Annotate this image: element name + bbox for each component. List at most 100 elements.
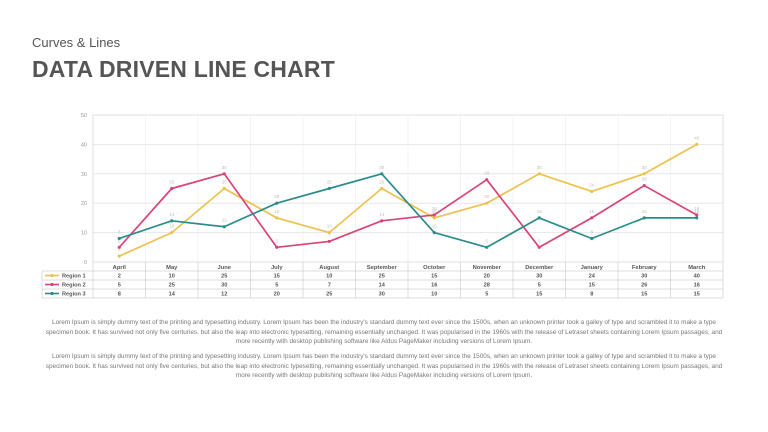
data-point <box>170 231 174 235</box>
table-value: 30 <box>641 274 647 280</box>
data-point <box>590 216 594 220</box>
data-point <box>485 178 489 182</box>
table-value: 12 <box>221 292 227 298</box>
table-value: 16 <box>694 283 700 289</box>
table-value: 28 <box>484 283 490 289</box>
table-value: 10 <box>326 274 332 280</box>
y-tick-label: 40 <box>81 142 87 148</box>
data-label: 15 <box>694 209 700 214</box>
data-point <box>222 172 226 176</box>
table-value: 30 <box>221 283 227 289</box>
data-label: 15 <box>432 209 438 214</box>
data-point <box>327 239 331 244</box>
table-value: 10 <box>169 274 175 280</box>
legend-marker <box>50 273 54 278</box>
table-value: 20 <box>274 292 280 298</box>
data-label: 28 <box>484 171 490 176</box>
x-tick-label: October <box>423 265 446 271</box>
data-point <box>642 183 646 188</box>
slide-subtitle: Curves & Lines <box>32 35 121 50</box>
data-point <box>327 186 331 191</box>
body-paragraph-2: Lorem Ipsum is simply dummy text of the … <box>45 353 723 379</box>
slide-title: DATA DRIVEN LINE CHART <box>32 56 335 82</box>
data-label: 8 <box>590 229 593 234</box>
y-tick-label: 20 <box>81 201 87 207</box>
data-point <box>590 236 594 241</box>
data-point <box>432 231 436 235</box>
table-value: 14 <box>169 292 176 298</box>
data-point <box>432 213 436 217</box>
data-label: 8 <box>118 229 121 234</box>
table-value: 40 <box>694 274 700 280</box>
data-label: 16 <box>694 206 700 211</box>
table-value: 25 <box>379 274 385 280</box>
y-tick-label: 0 <box>84 260 87 266</box>
data-label: 2 <box>118 247 121 252</box>
y-tick-label: 50 <box>81 113 87 119</box>
x-tick-label: February <box>632 265 658 271</box>
table-value: 30 <box>379 292 385 298</box>
x-tick-label: April <box>113 265 127 271</box>
data-label: 10 <box>327 224 333 229</box>
table-value: 25 <box>221 274 227 280</box>
body-paragraph-1: Lorem Ipsum is simply dummy text of the … <box>45 319 723 345</box>
data-point <box>117 254 121 258</box>
data-point <box>117 245 121 249</box>
x-tick-label: June <box>217 265 231 271</box>
data-point <box>117 236 121 241</box>
data-label: 26 <box>642 177 648 182</box>
table-value: 25 <box>169 283 175 289</box>
data-point <box>275 201 279 205</box>
data-point <box>222 186 226 191</box>
data-label: 30 <box>642 165 648 170</box>
data-label: 7 <box>328 232 331 237</box>
table-value: 7 <box>328 283 331 289</box>
data-point <box>222 225 226 229</box>
data-label: 10 <box>432 224 438 229</box>
data-point <box>537 172 541 176</box>
data-label: 25 <box>327 180 333 185</box>
data-point <box>432 216 436 220</box>
data-label: 5 <box>538 238 541 243</box>
table-value: 15 <box>694 292 700 298</box>
data-label: 15 <box>642 209 648 214</box>
data-point <box>170 219 174 223</box>
table-value: 24 <box>589 274 596 280</box>
data-label: 20 <box>274 194 280 199</box>
data-point <box>380 219 384 223</box>
x-tick-label: July <box>271 265 283 271</box>
data-point <box>695 216 699 220</box>
table-value: 15 <box>641 292 647 298</box>
data-label: 40 <box>694 135 700 140</box>
table-value: 5 <box>538 283 541 289</box>
table-value: 15 <box>431 274 437 280</box>
table-value: 8 <box>118 292 121 298</box>
data-point <box>537 216 541 220</box>
table-value: 8 <box>590 292 593 298</box>
data-point <box>642 172 646 176</box>
data-label: 30 <box>222 165 228 170</box>
data-point <box>275 245 279 249</box>
series-line <box>118 172 697 249</box>
legend-label: Region 1 <box>62 274 86 280</box>
data-label: 25 <box>379 180 385 185</box>
data-point <box>537 245 541 249</box>
table-value: 14 <box>379 283 386 289</box>
table-value: 2 <box>118 274 121 280</box>
legend-label: Region 3 <box>62 292 86 298</box>
x-tick-label: December <box>525 265 554 271</box>
table-value: 15 <box>589 283 595 289</box>
table-value: 10 <box>431 292 437 298</box>
data-point <box>380 172 384 176</box>
x-tick-label: January <box>581 265 604 271</box>
data-label: 10 <box>169 224 175 229</box>
data-point <box>695 213 699 217</box>
data-label: 16 <box>432 206 438 211</box>
table-value: 15 <box>274 274 280 280</box>
x-tick-label: March <box>688 265 706 271</box>
data-label: 24 <box>589 182 595 187</box>
data-point <box>695 142 699 146</box>
data-point <box>485 245 489 249</box>
data-label: 14 <box>169 212 175 217</box>
